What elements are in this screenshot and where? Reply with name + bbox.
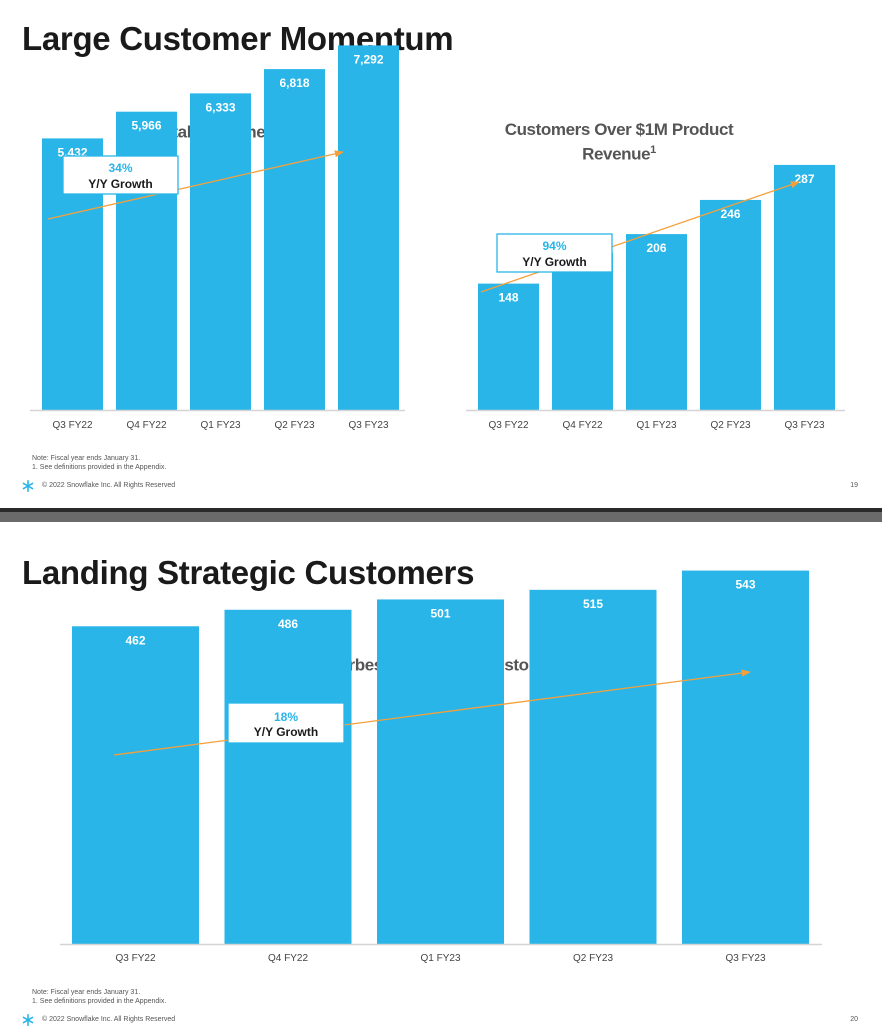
bar-value-label: 287 xyxy=(794,172,814,186)
fiscal-year-note: Note: Fiscal year ends January 31. xyxy=(32,989,141,996)
bar-value-label: 5,966 xyxy=(131,119,161,133)
growth-percent: 18% xyxy=(274,710,298,724)
bar-q3-fy22 xyxy=(478,283,539,410)
bar-q1-fy23 xyxy=(626,234,687,410)
bar-q2-fy23 xyxy=(700,199,761,410)
footnote: Note: Fiscal year ends January 31. 1. Se… xyxy=(32,988,166,1006)
growth-callout-box xyxy=(62,155,179,195)
chart-title-customers-over-1m: Customers Over $1M Product Revenue1 xyxy=(492,120,746,165)
bar-q3-fy22 xyxy=(72,626,199,944)
growth-percent: 94% xyxy=(542,239,566,253)
bar-value-label: 543 xyxy=(735,578,755,592)
bar-q1-fy23 xyxy=(377,599,504,944)
bar-value-label: 501 xyxy=(430,606,450,620)
bar-value-label: 515 xyxy=(583,597,603,611)
slide-title: Landing Strategic Customers xyxy=(22,554,475,591)
copyright: © 2022 Snowflake Inc. All Rights Reserve… xyxy=(42,1016,176,1023)
x-tick-label: Q3 FY23 xyxy=(784,420,824,431)
copyright: © 2022 Snowflake Inc. All Rights Reserve… xyxy=(42,482,176,489)
snowflake-logo-icon xyxy=(22,480,34,492)
slide-19: Large Customer Momentum Total Customers1… xyxy=(0,0,882,508)
page-number: 20 xyxy=(850,1016,858,1023)
growth-label: Y/Y Growth xyxy=(522,255,586,269)
growth-trend-arrow xyxy=(113,669,751,756)
growth-percent: 34% xyxy=(108,161,132,175)
bar-value-label: 6,333 xyxy=(205,100,235,114)
bar-q3-fy23 xyxy=(774,164,835,410)
x-tick-label: Q3 FY23 xyxy=(348,420,388,431)
x-tick-label: Q4 FY22 xyxy=(268,953,308,964)
snowflake-logo-icon xyxy=(22,1014,34,1026)
appendix-note: 1. See definitions provided in the Appen… xyxy=(32,998,167,1005)
x-tick-label: Q2 FY23 xyxy=(274,420,314,431)
x-tick-label: Q4 FY22 xyxy=(126,420,166,431)
x-tick-label: Q4 FY22 xyxy=(562,420,602,431)
chart-title-footnote: 1 xyxy=(650,144,656,156)
bar-value-label: 462 xyxy=(125,633,145,647)
bar-q2-fy23 xyxy=(264,69,325,410)
growth-label: Y/Y Growth xyxy=(88,177,152,191)
growth-label: Y/Y Growth xyxy=(254,725,318,739)
page-number: 19 xyxy=(850,482,858,489)
x-tick-label: Q3 FY22 xyxy=(115,953,155,964)
x-tick-label: Q3 FY22 xyxy=(488,420,528,431)
chart-title-text: Customers Over $1M Product Revenue xyxy=(504,120,734,164)
growth-callout-box xyxy=(227,702,345,744)
bar-value-label: 6,818 xyxy=(279,76,309,90)
slide-separator xyxy=(0,508,882,522)
fiscal-year-note: Note: Fiscal year ends January 31. xyxy=(32,455,141,462)
bar-q2-fy23 xyxy=(529,589,657,944)
bar-q3-fy23 xyxy=(338,45,399,411)
x-tick-label: Q3 FY22 xyxy=(52,420,92,431)
bar-q4-fy22 xyxy=(224,609,352,944)
bar-value-label: 486 xyxy=(278,617,298,631)
x-tick-label: Q1 FY23 xyxy=(420,953,460,964)
bar-q4-fy22 xyxy=(552,252,613,410)
x-tick-label: Q1 FY23 xyxy=(200,420,240,431)
footnote: Note: Fiscal year ends January 31. 1. Se… xyxy=(32,454,166,472)
x-tick-label: Q2 FY23 xyxy=(573,953,613,964)
bar-value-label: 7,292 xyxy=(353,52,383,66)
forbes-global-2000-chart: 462 Q3 FY22 486 Q4 FY22 501 Q1 FY23 515 Q2 FY23… xyxy=(60,570,822,964)
growth-trend-arrow xyxy=(47,150,344,220)
appendix-note: 1. See definitions provided in the Appen… xyxy=(32,464,167,471)
bar-q3-fy23 xyxy=(682,570,809,944)
x-tick-label: Q1 FY23 xyxy=(636,420,676,431)
bar-value-label: 246 xyxy=(720,207,740,221)
growth-trend-arrow xyxy=(480,181,800,293)
slide-20: Landing Strategic Customers Forbes Globa… xyxy=(0,522,882,1032)
x-tick-label: Q2 FY23 xyxy=(710,420,750,431)
bar-q1-fy23 xyxy=(190,93,251,410)
bar-value-label: 148 xyxy=(498,291,518,305)
bar-value-label: 206 xyxy=(646,241,666,255)
x-tick-label: Q3 FY23 xyxy=(725,953,765,964)
growth-callout-box xyxy=(496,233,613,273)
